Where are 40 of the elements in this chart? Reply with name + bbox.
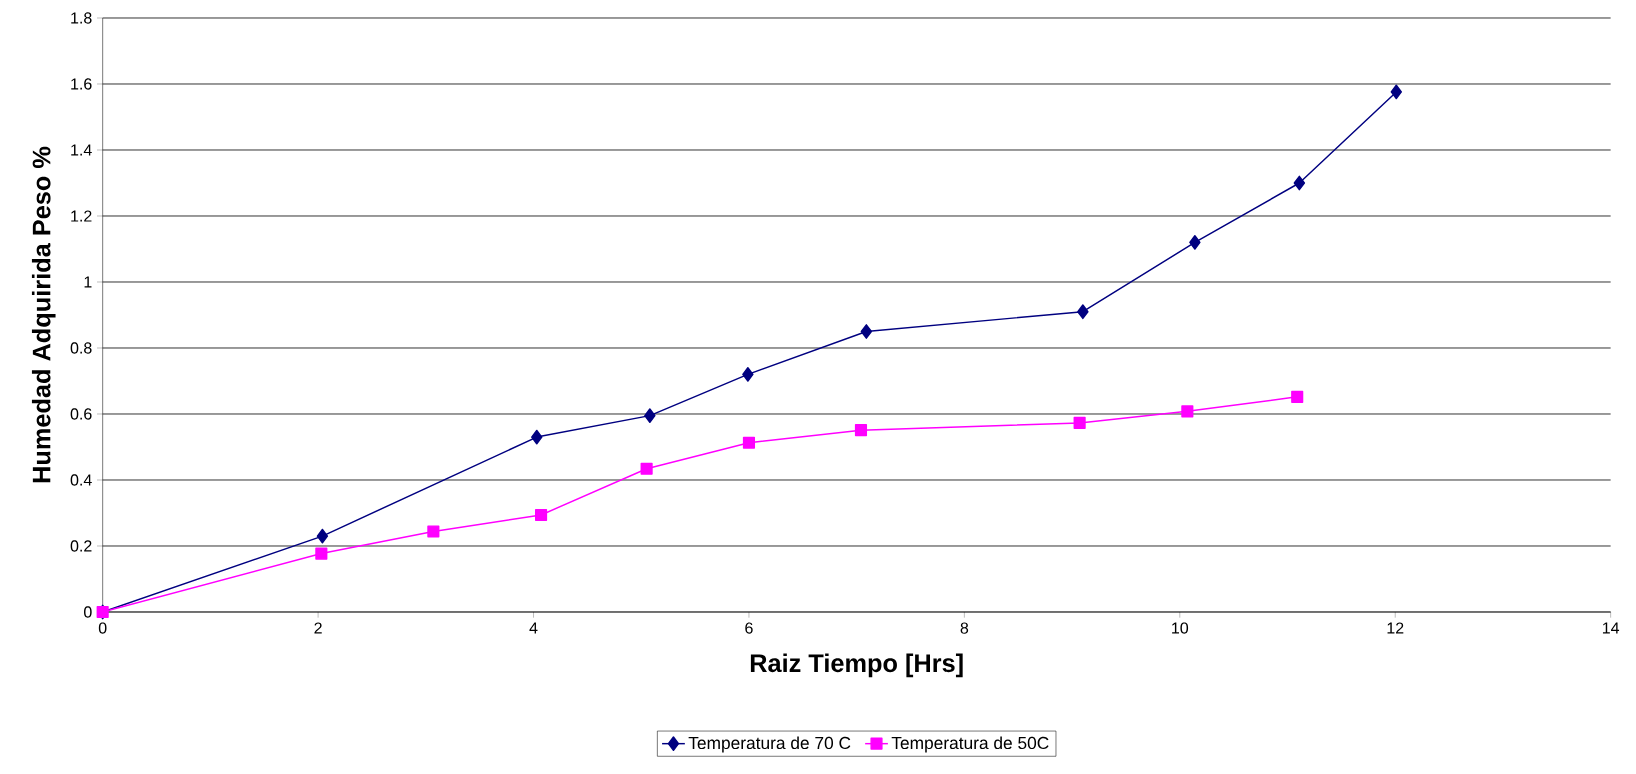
point — [854, 424, 868, 437]
x-tick-label: 10 — [1172, 622, 1189, 634]
y-tick-label: 1.2 — [71, 210, 92, 222]
y-tick-label: 1 — [84, 276, 92, 288]
y-tick-label: 1.8 — [71, 12, 92, 24]
y-tick-label: 0.4 — [70, 474, 92, 486]
point — [316, 528, 329, 544]
point — [531, 429, 543, 445]
y-tick-label: 0.2 — [70, 540, 92, 552]
y-axis-title: Humedad Adquirida Peso % — [31, 146, 56, 483]
x-tick-label: 8 — [960, 622, 969, 634]
legend-label: Temperatura de 70 C — [688, 736, 851, 753]
y-tick-label: 1.6 — [71, 78, 92, 90]
point — [1390, 84, 1403, 100]
point — [644, 408, 656, 424]
y-tick-label: 0.8 — [70, 342, 92, 354]
point — [1291, 390, 1304, 403]
x-tick-label: 0 — [98, 622, 107, 634]
point — [1073, 416, 1086, 429]
point — [1293, 175, 1306, 191]
point — [427, 525, 440, 538]
point — [742, 366, 754, 382]
x-tick-label: 14 — [1602, 622, 1620, 634]
point — [860, 324, 873, 339]
point — [1181, 405, 1194, 418]
x-axis-title: Raiz Tiempo [Hrs] — [750, 653, 963, 678]
point — [640, 462, 653, 475]
point — [1077, 304, 1089, 320]
point — [534, 508, 548, 522]
point — [315, 547, 328, 560]
point — [1189, 234, 1201, 250]
y-tick-label: 0.6 — [70, 408, 92, 420]
legend-label: Temperatura de 50C — [891, 736, 1049, 753]
y-tick-label: 0 — [84, 606, 92, 618]
y-tick-label: 1.4 — [71, 144, 92, 156]
point — [742, 436, 756, 449]
x-tick-label: 2 — [314, 622, 322, 634]
x-tick-label: 12 — [1387, 622, 1404, 634]
x-tick-label: 6 — [745, 622, 753, 634]
x-tick-label: 4 — [529, 622, 538, 634]
